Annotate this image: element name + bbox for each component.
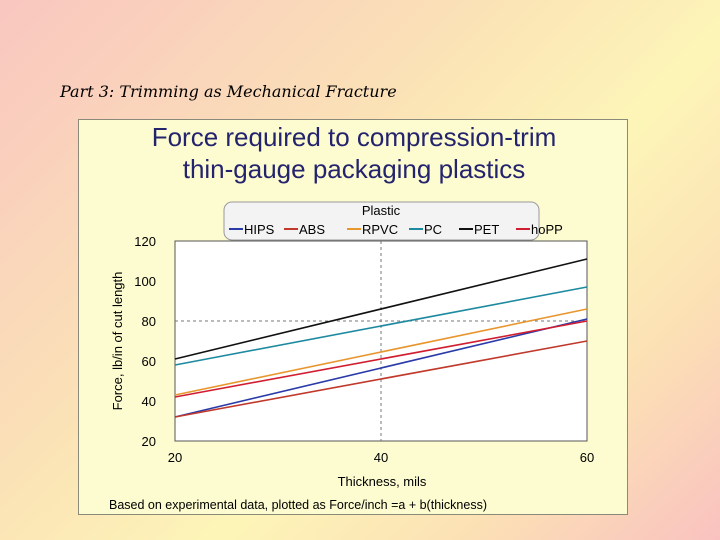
legend-label-pet: PET bbox=[474, 222, 499, 237]
chart-title-line-1: Force required to compression-trim bbox=[151, 122, 557, 152]
x-tick-40: 40 bbox=[374, 450, 388, 465]
series-line-hips bbox=[174, 318, 588, 418]
chart-title-line-2: thin-gauge packaging plastics bbox=[182, 154, 526, 184]
series-line-rpvc bbox=[174, 308, 588, 396]
footnote: Based on experimental data, plotted as F… bbox=[109, 498, 487, 512]
slide-title: Part 3: Trimming as Mechanical Fracture bbox=[60, 82, 397, 101]
y-tick-120: 120 bbox=[134, 234, 156, 249]
y-tick-20: 20 bbox=[142, 434, 156, 449]
series-lines bbox=[174, 258, 588, 418]
y-axis-label: Force, lb/in of cut length bbox=[110, 272, 125, 411]
legend-label-pc: PC bbox=[424, 222, 442, 237]
legend: Plastic HIPS ABS RPVC PC PET hoPP bbox=[223, 201, 563, 241]
chart-panel: Force required to compression-trim thin-… bbox=[78, 119, 628, 515]
series-line-pet bbox=[174, 258, 588, 360]
x-axis-label: Thickness, mils bbox=[338, 474, 427, 489]
legend-box bbox=[223, 201, 540, 241]
y-tick-60: 60 bbox=[142, 354, 156, 369]
legend-items: HIPS ABS RPVC PC PET hoPP bbox=[229, 222, 563, 237]
legend-label-hopp: hoPP bbox=[531, 222, 563, 237]
x-tick-20: 20 bbox=[168, 450, 182, 465]
series-line-pc bbox=[174, 286, 588, 366]
y-tick-80: 80 bbox=[142, 314, 156, 329]
y-tick-100: 100 bbox=[134, 274, 156, 289]
legend-label-rpvc: RPVC bbox=[362, 222, 398, 237]
series-line-hopp bbox=[174, 320, 588, 398]
plot-area bbox=[174, 240, 588, 442]
x-tick-60: 60 bbox=[580, 450, 594, 465]
y-tick-40: 40 bbox=[142, 394, 156, 409]
grid bbox=[174, 240, 588, 442]
line-chart: 20 40 60 80 100 120 20 40 60 Thickness, mils For… bbox=[110, 201, 594, 489]
series-line-abs bbox=[174, 340, 588, 418]
legend-label-abs: ABS bbox=[299, 222, 325, 237]
legend-title: Plastic bbox=[362, 203, 401, 218]
tick-labels: 20 40 60 80 100 120 20 40 60 bbox=[134, 234, 594, 465]
legend-label-hips: HIPS bbox=[244, 222, 275, 237]
